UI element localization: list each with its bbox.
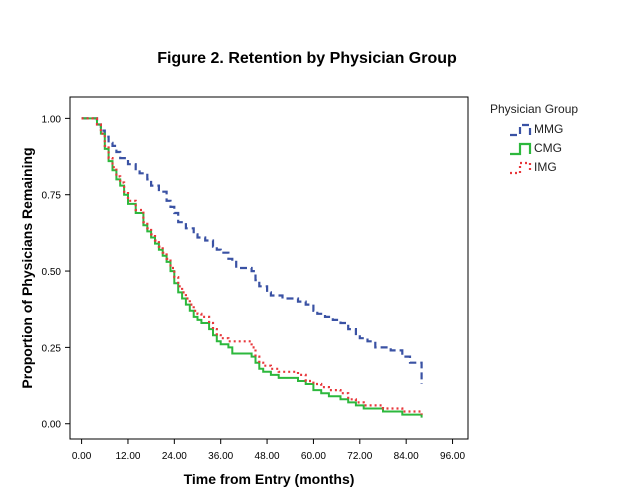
y-tick-label: 1.00 — [42, 114, 62, 125]
x-tick-label: 48.00 — [255, 451, 280, 462]
x-tick-label: 60.00 — [301, 451, 326, 462]
legend-swatch-mmg — [510, 123, 532, 137]
x-axis-label: Time from Entry (months) — [184, 471, 355, 487]
legend: Physician Group MMG CMG IMG — [490, 102, 578, 175]
x-tick-label: 36.00 — [208, 451, 233, 462]
x-tick-label: 96.00 — [440, 451, 465, 462]
legend-title: Physician Group — [490, 102, 578, 116]
legend-swatch-cmg — [510, 142, 532, 156]
x-tick-label: 0.00 — [72, 451, 92, 462]
y-tick-label: 0.50 — [42, 267, 62, 278]
y-axis-label: Proportion of Physicians Remaining — [19, 147, 35, 388]
y-tick-label: 0.75 — [42, 191, 62, 202]
chart-title: Figure 2. Retention by Physician Group — [157, 50, 457, 67]
x-tick-label: 12.00 — [115, 451, 140, 462]
x-tick-label: 24.00 — [162, 451, 187, 462]
y-tick-label: 0.25 — [42, 343, 62, 354]
series-line-cmg — [81, 117, 423, 418]
series-layer — [81, 117, 423, 418]
series-line-mmg — [81, 117, 423, 384]
legend-label-cmg: CMG — [534, 141, 562, 155]
plot-area — [69, 96, 469, 440]
x-tick-label: 72.00 — [347, 451, 372, 462]
x-tick-label: 84.00 — [394, 451, 419, 462]
legend-label-mmg: MMG — [534, 122, 563, 136]
legend-swatch-img — [510, 161, 532, 175]
legend-label-img: IMG — [534, 160, 557, 174]
y-tick-label: 0.00 — [42, 420, 62, 431]
x-axis: 0.00 12.00 24.00 36.00 48.00 60.00 72.00 84.00 9… — [72, 439, 465, 462]
y-axis: 0.00 0.25 0.50 0.75 1.00 — [42, 114, 70, 431]
